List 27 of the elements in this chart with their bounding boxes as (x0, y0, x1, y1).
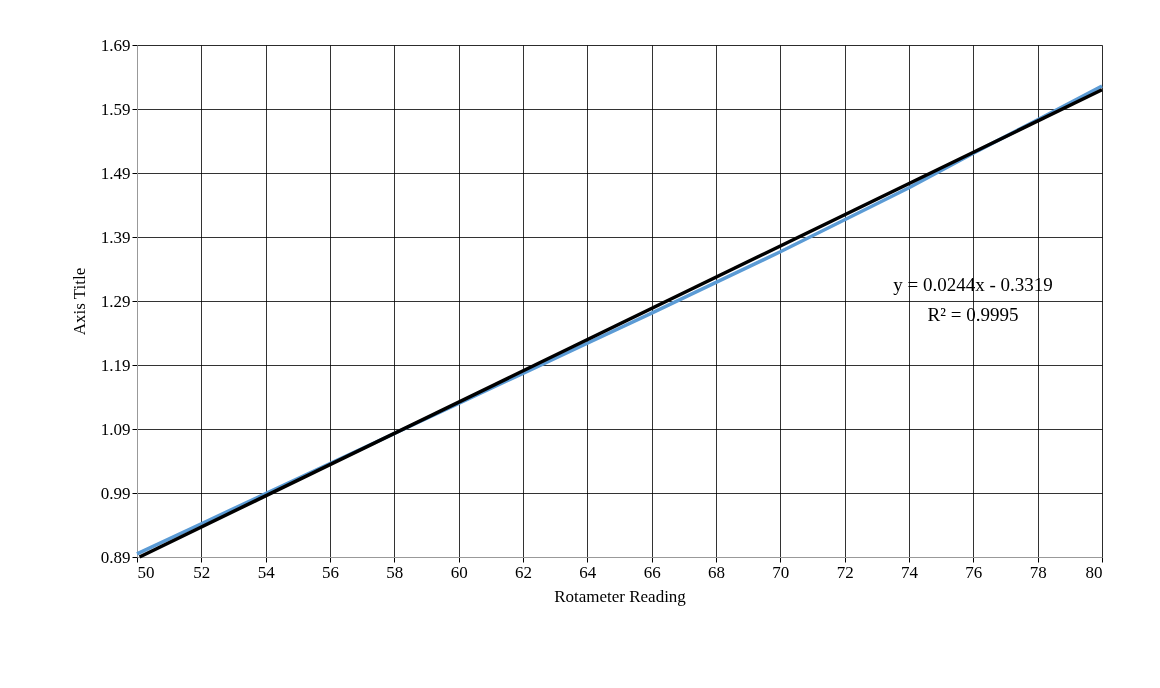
y-tick-label: 1.69 (100, 35, 131, 55)
y-tick-label: 0.89 (100, 547, 131, 567)
x-tick-label: 60 (450, 562, 468, 582)
x-tick-label: 72 (836, 562, 854, 582)
x-tick-label: 54 (257, 562, 276, 582)
x-tick-label: 56 (322, 562, 339, 582)
y-tick-label: 1.09 (100, 419, 131, 439)
x-tick-label: 78 (1029, 562, 1047, 582)
x-tick-label: 62 (515, 562, 532, 582)
y-tick-label: 1.59 (100, 99, 131, 119)
x-tick-label: 58 (386, 562, 404, 582)
x-tick-label: 68 (708, 562, 725, 582)
y-tick-label: 1.29 (100, 291, 131, 311)
x-axis-title: Rotameter Reading (554, 586, 687, 606)
x-tick-label: 50 (137, 562, 155, 582)
y-tick-label: 1.19 (100, 355, 131, 375)
x-tick-label: 80 (1085, 562, 1103, 582)
x-tick-label: 70 (772, 562, 790, 582)
x-tick-label: 74 (901, 562, 919, 582)
x-tick-label: 52 (193, 562, 211, 582)
y-axis-title: Axis Title (69, 267, 89, 336)
y-tick-label: 1.49 (100, 163, 131, 183)
y-tick-label: 1.39 (100, 227, 131, 247)
x-tick-label: 64 (579, 562, 597, 582)
x-tick-label: 66 (643, 562, 661, 582)
x-tick-label: 76 (965, 562, 983, 582)
y-tick-label: 0.99 (100, 483, 131, 503)
